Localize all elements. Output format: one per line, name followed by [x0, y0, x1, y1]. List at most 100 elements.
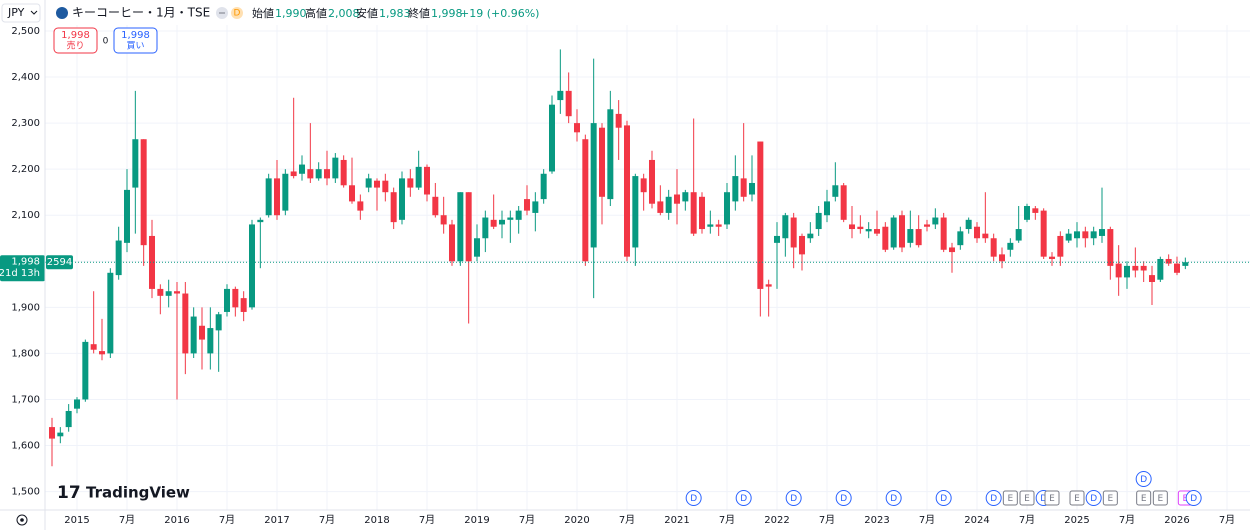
- sell-button[interactable]: [53, 27, 98, 54]
- candle-body: [307, 169, 314, 179]
- buy-label[interactable]: 買い: [126, 41, 144, 52]
- candle-body: [849, 224, 855, 230]
- symbol-title[interactable]: キーコーヒー・1月・TSE: [72, 6, 210, 20]
- x-tick-label: 7月: [119, 514, 135, 526]
- y-tick-label: 1,700: [11, 394, 40, 405]
- candle-body: [865, 229, 872, 232]
- y-label-bg: [0, 392, 44, 407]
- x-tick-label: 2019: [464, 515, 489, 526]
- earnings-event[interactable]: [1019, 490, 1035, 506]
- candle-body: [932, 217, 939, 225]
- sell-label[interactable]: 売り: [66, 40, 84, 52]
- dividend-event[interactable]: [985, 490, 1002, 506]
- candle-body: [682, 192, 689, 202]
- x-tick-label: 2021: [664, 515, 689, 526]
- candle-body: [815, 212, 822, 230]
- dividend-event[interactable]: [785, 490, 802, 506]
- candle-body: [557, 90, 564, 101]
- dividend-event[interactable]: [935, 490, 952, 506]
- candle-body: [240, 298, 247, 312]
- earnings-event[interactable]: [1152, 490, 1168, 506]
- dividend-event[interactable]: [685, 490, 702, 506]
- currency-button[interactable]: [1, 3, 41, 23]
- dividend-event[interactable]: [1185, 490, 1202, 506]
- candle-body: [715, 224, 722, 227]
- candle-body: [365, 178, 372, 188]
- candle-body: [649, 159, 655, 204]
- candle-body: [1032, 208, 1039, 213]
- candle-body: [924, 224, 930, 227]
- currency-caret: [30, 10, 38, 15]
- candle-body: [640, 178, 647, 193]
- dividend-event[interactable]: [885, 490, 902, 506]
- candle-body: [599, 127, 605, 197]
- candle-body: [299, 164, 305, 174]
- x-tick-label: 2023: [864, 515, 889, 526]
- candle-body: [74, 399, 80, 409]
- y-tick-label: 2,100: [11, 210, 40, 221]
- x-tick-label: 7月: [319, 514, 335, 526]
- candle-body: [732, 176, 739, 202]
- candle-body: [315, 169, 322, 179]
- candle-body: [1165, 258, 1172, 264]
- y-tick-label: 1,500: [11, 487, 40, 498]
- earnings-event[interactable]: [1102, 490, 1118, 506]
- volume-tag-bg: [46, 255, 73, 270]
- candle-body: [82, 341, 89, 400]
- candle-body: [357, 201, 364, 211]
- earnings-event[interactable]: [1044, 490, 1060, 506]
- dividend-event[interactable]: [735, 490, 752, 506]
- currency[interactable]: JPY: [7, 6, 25, 19]
- candle-body: [665, 196, 672, 213]
- event-label: D: [890, 494, 897, 504]
- candle-body: [149, 235, 155, 289]
- earnings-event[interactable]: [1136, 490, 1152, 506]
- ohlc-value: 1,998: [431, 7, 463, 20]
- candle-body: [324, 169, 330, 179]
- ohlc-value: 2,008: [328, 7, 360, 20]
- candle-body: [115, 240, 122, 276]
- candle-body: [1140, 265, 1147, 271]
- candle-body: [807, 233, 814, 239]
- candle-body: [757, 141, 764, 289]
- x-tick-label: 2020: [564, 515, 589, 526]
- candle-body: [740, 178, 747, 197]
- candle-body: [165, 291, 172, 296]
- event-label: D: [1190, 494, 1197, 504]
- x-tick-label: 2024: [964, 515, 989, 526]
- candle-body: [532, 201, 539, 213]
- candle-body: [1099, 229, 1105, 236]
- x-tick-label: 2015: [64, 515, 89, 526]
- candle-body: [782, 215, 789, 239]
- x-tick-label: 7月: [819, 514, 835, 526]
- y-label-bg: [0, 484, 44, 499]
- x-tick-label: 2017: [264, 515, 289, 526]
- y-tick-label: 2,500: [11, 26, 40, 37]
- candle-body: [132, 139, 139, 188]
- buy-price[interactable]: 1,998: [121, 30, 150, 41]
- candle-body: [182, 293, 189, 354]
- earnings-event[interactable]: [1069, 490, 1085, 506]
- candle-body: [440, 215, 447, 225]
- candle-body: [990, 238, 997, 257]
- candle-body: [140, 139, 147, 246]
- candle-body: [99, 351, 105, 355]
- candle-body: [432, 196, 439, 216]
- earnings-event[interactable]: [1002, 490, 1018, 506]
- buy-button[interactable]: [113, 27, 158, 54]
- candle-body: [124, 189, 130, 243]
- spread: 0: [103, 37, 109, 47]
- candle-body: [407, 178, 414, 188]
- y-tick-label: 1,800: [11, 348, 40, 359]
- dividend-event[interactable]: [1085, 490, 1102, 506]
- event-label: D: [790, 494, 797, 504]
- sell-price[interactable]: 1,998: [61, 30, 90, 41]
- x-tick-label: 2022: [764, 515, 789, 526]
- dividend-event[interactable]: [835, 490, 852, 506]
- candle-body: [215, 314, 222, 331]
- candle-body: [282, 173, 289, 211]
- y-tick-label: 1,600: [11, 441, 40, 452]
- dividend-event[interactable]: [1135, 471, 1152, 487]
- feed-badge: [231, 7, 243, 19]
- settings-button[interactable]: [16, 514, 28, 526]
